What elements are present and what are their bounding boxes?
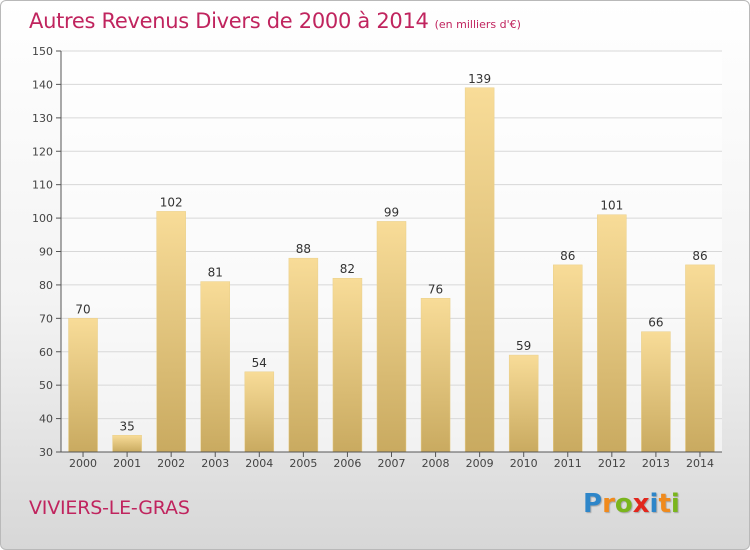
x-tick-label: 2005 xyxy=(289,457,317,470)
axes xyxy=(56,50,722,457)
logo-letter: i xyxy=(670,489,680,519)
commune-name: VIVIERS-LE-GRAS xyxy=(29,497,190,519)
data-label: 70 xyxy=(75,302,90,316)
bar xyxy=(156,211,186,453)
bar xyxy=(508,354,539,453)
data-label: 139 xyxy=(468,72,491,86)
y-tick-label: 60 xyxy=(39,346,53,359)
x-tick-label: 2012 xyxy=(598,457,626,470)
x-tick-label: 2011 xyxy=(554,457,582,470)
data-label: 82 xyxy=(340,262,355,276)
data-label: 101 xyxy=(600,199,623,213)
data-label: 99 xyxy=(384,205,399,219)
bar xyxy=(68,318,98,453)
bar xyxy=(112,435,142,453)
y-tick-label: 50 xyxy=(39,379,53,392)
y-tick-label: 90 xyxy=(39,246,53,259)
y-tick-label: 140 xyxy=(32,78,53,91)
labels: 30 40 50 60 70 80 90 100 110 120 130 140 150 70 2000 35… xyxy=(32,45,714,470)
x-tick-label: 2004 xyxy=(245,457,273,470)
bar xyxy=(641,331,671,453)
y-tick-label: 30 xyxy=(39,446,53,459)
bar xyxy=(288,257,319,453)
bar xyxy=(685,264,715,453)
x-tick-label: 2008 xyxy=(422,457,450,470)
chart-title: Autres Revenus Divers de 2000 à 2014 (en … xyxy=(29,9,521,33)
x-tick-label: 2001 xyxy=(113,457,141,470)
logo-letter: t xyxy=(658,489,671,519)
x-tick-label: 2014 xyxy=(686,457,714,470)
y-tick-label: 120 xyxy=(32,145,53,158)
bar xyxy=(244,371,275,453)
proxiti-logo[interactable]: Proxiti xyxy=(583,489,680,519)
x-tick-label: 2000 xyxy=(69,457,97,470)
bar xyxy=(464,87,495,453)
bar xyxy=(332,277,363,453)
data-label: 54 xyxy=(252,356,267,370)
bar xyxy=(597,214,627,453)
y-tick-label: 110 xyxy=(32,179,53,192)
logo-letter: o xyxy=(614,489,633,519)
x-tick-label: 2013 xyxy=(642,457,670,470)
data-label: 81 xyxy=(208,266,223,280)
y-tick-label: 130 xyxy=(32,112,53,125)
logo-letter: i xyxy=(649,489,659,519)
data-label: 59 xyxy=(516,339,531,353)
bars xyxy=(68,87,715,453)
x-tick-label: 2010 xyxy=(510,457,538,470)
data-label: 35 xyxy=(119,419,134,433)
data-label: 102 xyxy=(160,195,183,209)
unit-note: (en milliers d'€) xyxy=(434,18,521,31)
y-tick-label: 100 xyxy=(32,212,53,225)
y-tick-label: 80 xyxy=(39,279,53,292)
x-tick-label: 2002 xyxy=(157,457,185,470)
y-tick-label: 150 xyxy=(32,45,53,58)
data-label: 86 xyxy=(560,249,575,263)
data-label: 76 xyxy=(428,282,443,296)
bar xyxy=(200,281,230,453)
x-tick-label: 2007 xyxy=(378,457,406,470)
chart-title-text: Autres Revenus Divers de 2000 à 2014 xyxy=(29,9,429,33)
logo-letter: P xyxy=(583,489,603,519)
logo-letter: x xyxy=(632,489,650,519)
bar xyxy=(420,298,451,453)
x-tick-label: 2003 xyxy=(201,457,229,470)
bar xyxy=(553,264,583,453)
bar xyxy=(376,221,407,453)
data-label: 66 xyxy=(648,316,663,330)
data-label: 86 xyxy=(692,249,707,263)
logo-letter: r xyxy=(602,489,615,519)
data-label: 88 xyxy=(296,242,311,256)
y-tick-label: 40 xyxy=(39,413,53,426)
x-tick-label: 2006 xyxy=(333,457,361,470)
x-tick-label: 2009 xyxy=(466,457,494,470)
y-tick-label: 70 xyxy=(39,312,53,325)
